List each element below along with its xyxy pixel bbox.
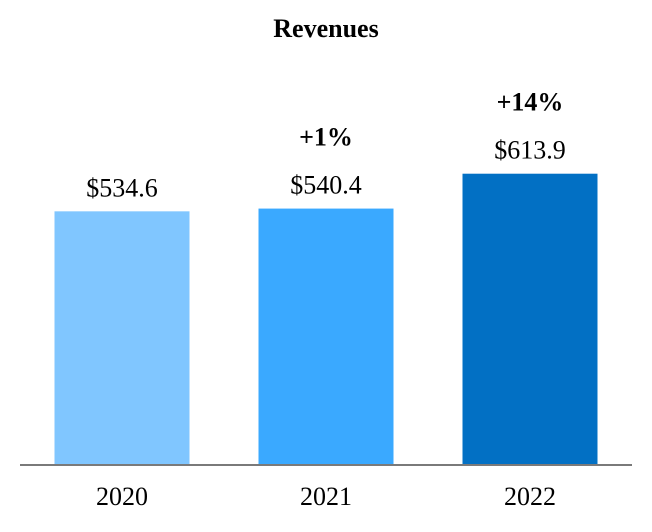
value-label-2020: $534.6 (86, 173, 158, 202)
bar-2021 (258, 208, 394, 465)
bar-2020 (54, 211, 190, 465)
x-tick-label-2020: 2020 (96, 482, 148, 511)
value-label-2022: $613.9 (494, 136, 566, 165)
value-label-2021: $540.4 (290, 171, 362, 200)
chart-title: Revenues (273, 14, 379, 43)
change-label-2022: +14% (497, 88, 564, 117)
bar-2022 (462, 173, 598, 465)
x-tick-label-2021: 2021 (300, 482, 352, 511)
change-label-2021: +1% (299, 123, 353, 152)
x-tick-label-2022: 2022 (504, 482, 556, 511)
